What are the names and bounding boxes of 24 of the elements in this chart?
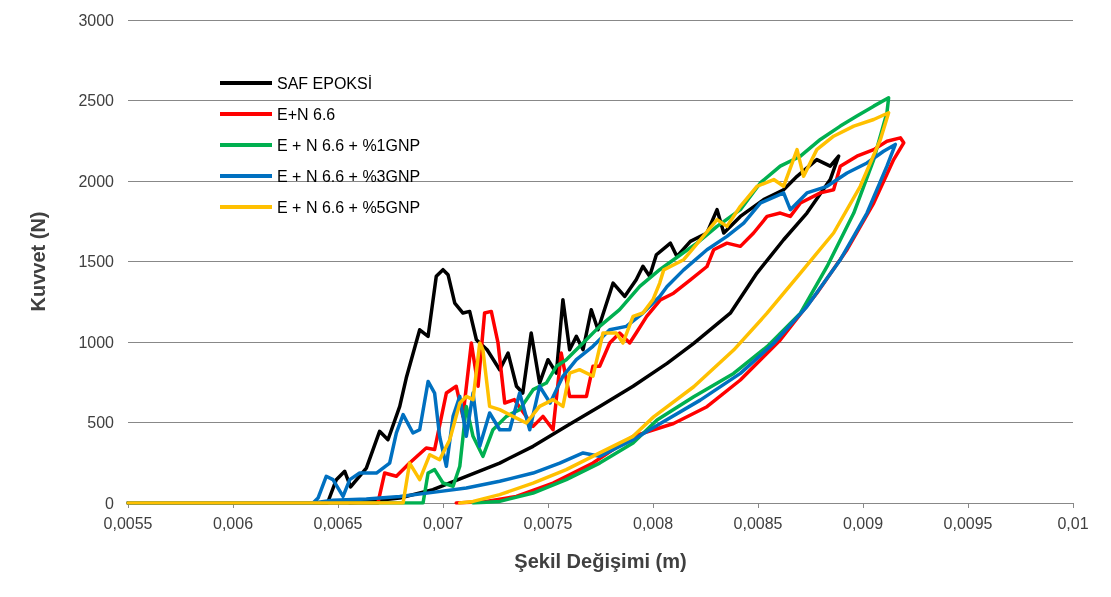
- x-tick-label: 0,008: [632, 514, 674, 532]
- x-tick-label: 0,0055: [103, 514, 153, 532]
- x-tick-label: 0,0065: [313, 514, 363, 532]
- y-tick-label: 2500: [78, 92, 115, 109]
- y-tick-label: 1000: [78, 333, 115, 351]
- x-tick-label: 0,0085: [733, 514, 783, 532]
- legend-label: E + N 6.6 + %3GNP: [277, 167, 421, 185]
- x-tick-label: 0,006: [212, 514, 254, 532]
- x-axis-title: Şekil Değişimi (m): [514, 550, 687, 572]
- y-tick-label: 500: [87, 414, 115, 431]
- y-tick-label: 2000: [78, 172, 115, 190]
- x-tick-label: 0,0095: [943, 514, 993, 532]
- y-tick-label: 1500: [78, 253, 115, 270]
- x-tick-label: 0,009: [842, 514, 884, 532]
- x-tick-label: 0,0075: [523, 514, 573, 532]
- y-tick-label: 0: [105, 494, 115, 512]
- legend-label: E+N 6.6: [277, 105, 336, 123]
- y-axis-title: Kuvvet (N): [27, 211, 49, 312]
- x-tick-label: 0,007: [422, 514, 464, 532]
- legend-label: E + N 6.6 + %5GNP: [277, 198, 421, 216]
- y-tick-label: 3000: [78, 11, 115, 29]
- legend-label: E + N 6.6 + %1GNP: [277, 136, 421, 154]
- legend-label: SAF EPOKSİ: [277, 73, 373, 92]
- x-tick-label: 0,01: [1057, 514, 1089, 532]
